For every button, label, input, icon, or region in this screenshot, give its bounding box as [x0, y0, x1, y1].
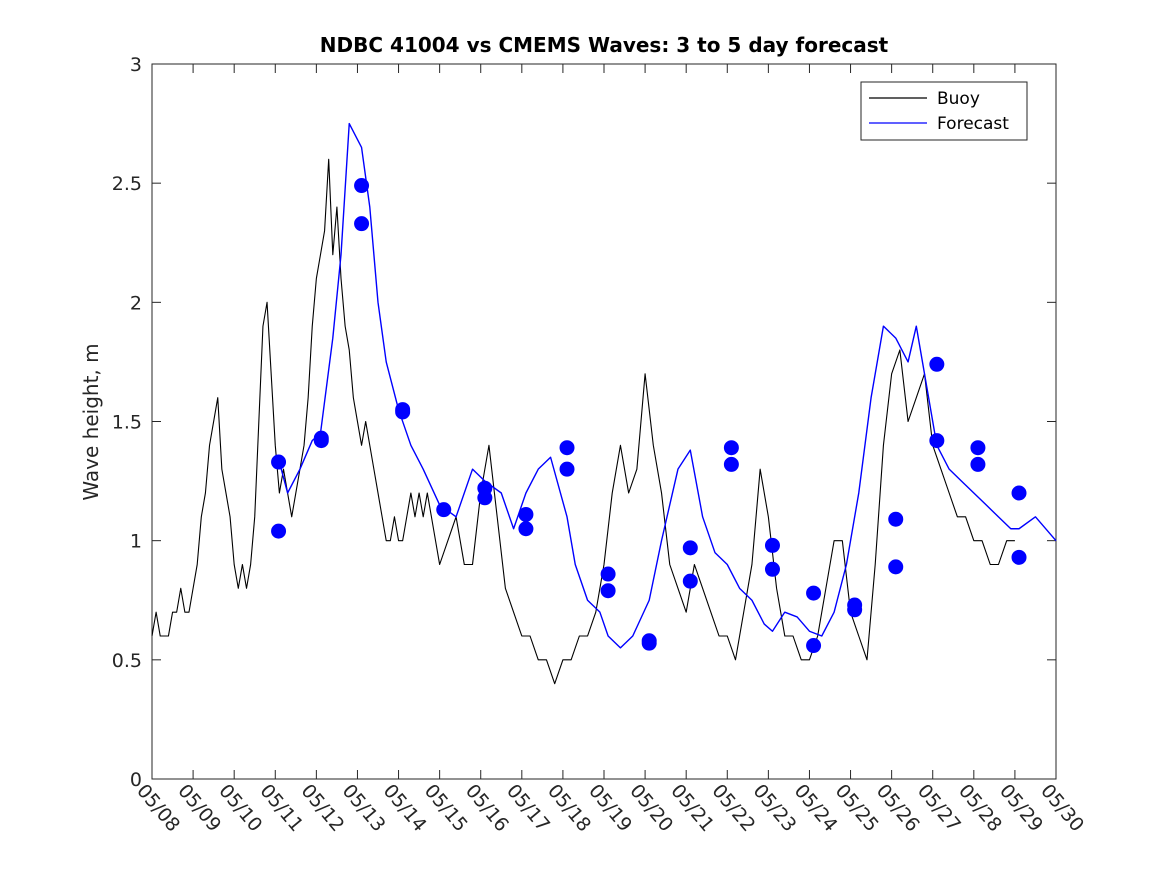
forecast-marker	[723, 440, 739, 456]
forecast-marker	[354, 216, 370, 232]
y-tick-label: 3	[130, 54, 142, 76]
y-tick-label: 0	[130, 769, 142, 791]
forecast-marker	[395, 404, 411, 420]
legend: Buoy Forecast	[860, 81, 1028, 141]
forecast-marker	[518, 521, 534, 537]
forecast-marker	[888, 511, 904, 527]
forecast-marker	[888, 559, 904, 575]
forecast-marker	[1011, 549, 1027, 565]
forecast-marker	[641, 635, 657, 651]
forecast-marker	[806, 638, 822, 654]
forecast-marker	[313, 433, 329, 449]
forecast-marker	[477, 490, 493, 506]
forecast-marker	[847, 602, 863, 618]
forecast-marker	[354, 178, 370, 194]
y-tick-label: 2	[130, 292, 142, 314]
forecast-marker	[723, 456, 739, 472]
forecast-marker	[518, 506, 534, 522]
legend-label-buoy: Buoy	[937, 89, 980, 109]
forecast-marker	[1011, 485, 1027, 501]
forecast-marker	[806, 585, 822, 601]
forecast-marker	[271, 523, 287, 539]
forecast-marker	[970, 440, 986, 456]
forecast-marker	[929, 433, 945, 449]
forecast-marker	[559, 461, 575, 477]
forecast-marker	[970, 456, 986, 472]
y-tick-label: 1.5	[112, 412, 142, 434]
forecast-marker	[929, 356, 945, 372]
forecast-marker	[600, 566, 616, 582]
forecast-marker	[436, 502, 452, 518]
plot-area: 00.511.522.5305/0805/0905/1005/1105/1205…	[112, 54, 1088, 836]
y-tick-label: 1	[130, 531, 142, 553]
legend-label-forecast: Forecast	[937, 114, 1009, 134]
forecast-marker	[600, 583, 616, 599]
forecast-marker	[764, 537, 780, 553]
axes-box	[151, 63, 1057, 780]
forecast-marker	[764, 561, 780, 577]
series-line-forecast	[278, 122, 1057, 649]
y-tick-label: 0.5	[112, 650, 142, 672]
legend-box	[860, 81, 1028, 141]
chart-title: NDBC 41004 vs CMEMS Waves: 3 to 5 day fo…	[320, 33, 889, 57]
forecast-marker	[271, 454, 287, 470]
y-axis-label: Wave height, m	[79, 343, 103, 500]
forecast-marker	[682, 540, 698, 556]
series-line-buoy	[151, 158, 1015, 685]
y-tick-label: 2.5	[112, 173, 142, 195]
forecast-marker	[559, 440, 575, 456]
forecast-marker	[682, 573, 698, 589]
